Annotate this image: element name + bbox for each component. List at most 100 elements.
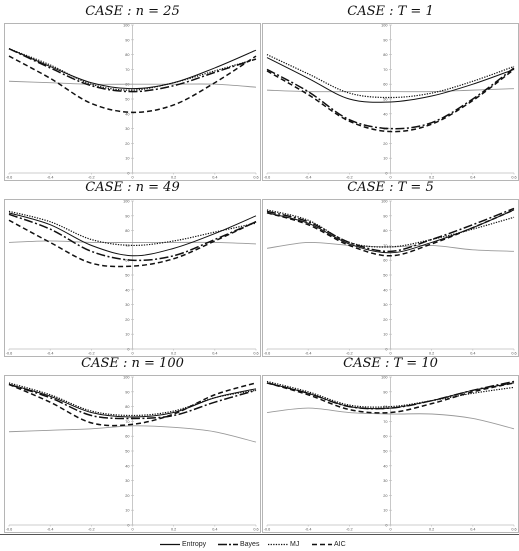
y-tick-label: 100 <box>381 376 387 380</box>
x-tick-label: -0.2 <box>346 176 353 180</box>
series-mj <box>8 210 257 247</box>
y-tick-label: 0 <box>127 348 129 352</box>
series-entropy <box>8 212 257 257</box>
legend-swatch-longdash <box>218 543 238 546</box>
y-tick-label: 50 <box>383 98 387 102</box>
x-tick-label: 0.6 <box>511 528 516 532</box>
x-tick-label: 0.4 <box>470 352 475 356</box>
y-tick-label: 70 <box>383 68 387 72</box>
series-mj <box>266 209 515 248</box>
legend-label: MJ <box>290 541 300 548</box>
x-tick-label: -0.6 <box>264 528 271 532</box>
x-tick-label: 0.2 <box>429 528 434 532</box>
y-tick-label: 20 <box>125 318 129 322</box>
x-tick-label: 0 <box>131 528 133 532</box>
y-tick-label: 70 <box>125 68 129 72</box>
y-tick-label: 70 <box>383 244 387 248</box>
y-tick-label: 40 <box>383 464 387 468</box>
series-bayes <box>8 383 257 420</box>
x-tick-label: -0.2 <box>88 528 95 532</box>
line-chart: 0 10 20 30 40 50 60 70 80 90 100 -0.6 -0.4 -0.2 0 0.2 0.… <box>262 199 519 357</box>
y-tick-label: 50 <box>383 450 387 454</box>
x-tick-label: -0.4 <box>305 352 312 356</box>
legend-swatch-dotted <box>268 543 288 546</box>
y-tick-label: 0 <box>127 172 129 176</box>
y-tick-label: 60 <box>125 83 129 87</box>
y-tick-label: 0 <box>127 524 129 528</box>
y-tick-label: 60 <box>383 259 387 263</box>
y-tick-label: 90 <box>383 390 387 394</box>
chart-title: CASE : n = 25 <box>85 4 180 19</box>
series-bayes <box>266 67 515 130</box>
y-tick-label: 20 <box>383 494 387 498</box>
x-tick-label: -0.2 <box>88 176 95 180</box>
x-tick-label: -0.6 <box>6 176 13 180</box>
x-tick-label: 0.2 <box>429 176 434 180</box>
y-tick-label: 50 <box>125 274 129 278</box>
y-tick-label: 50 <box>125 450 129 454</box>
y-tick-label: 100 <box>123 200 129 204</box>
y-tick-label: 70 <box>125 244 129 248</box>
plot-frame <box>4 199 261 357</box>
y-tick-label: 50 <box>125 98 129 102</box>
legend-label: Entropy <box>182 541 207 548</box>
y-tick-label: 10 <box>383 509 387 513</box>
x-tick-label: 0.4 <box>212 528 217 532</box>
series-reference <box>266 407 515 430</box>
x-tick-label: -0.4 <box>47 352 54 356</box>
y-tick-label: 10 <box>383 157 387 161</box>
chart-title: CASE : T = 10 <box>343 356 438 371</box>
series-aic <box>8 55 257 114</box>
y-tick-label: 20 <box>383 318 387 322</box>
series-entropy <box>266 57 515 103</box>
y-tick-label: 80 <box>125 405 129 409</box>
series-aic <box>266 382 515 414</box>
y-tick-label: 90 <box>125 38 129 42</box>
series-reference <box>266 88 515 93</box>
x-tick-label: -0.4 <box>47 176 54 180</box>
y-tick-label: 70 <box>125 420 129 424</box>
x-tick-label: 0.6 <box>253 176 258 180</box>
series-bayes <box>266 207 515 253</box>
y-tick-label: 30 <box>125 303 129 307</box>
y-tick-label: 40 <box>383 288 387 292</box>
chart-panel-5: CASE : n = 100 0 10 20 30 40 50 60 70 80 90 100 -0.… <box>4 354 261 535</box>
line-chart: 0 10 20 30 40 50 60 70 80 90 100 -0.6 -0.4 -0.2 0 0.2 0.… <box>262 23 519 181</box>
x-tick-label: 0.4 <box>470 528 475 532</box>
y-tick-label: 60 <box>383 435 387 439</box>
y-tick-label: 10 <box>383 333 387 337</box>
y-tick-label: 20 <box>383 142 387 146</box>
plot-frame <box>4 23 261 181</box>
x-tick-label: 0 <box>389 176 391 180</box>
x-tick-label: 0.6 <box>253 352 258 356</box>
y-tick-label: 0 <box>385 348 387 352</box>
legend: Entropy Bayes MJ AIC <box>0 534 519 551</box>
chart-title: CASE : n = 100 <box>81 356 184 371</box>
series-mj <box>266 54 515 99</box>
series-bayes <box>266 380 515 410</box>
series-bayes <box>8 213 257 262</box>
legend-label: AIC <box>334 541 346 548</box>
y-tick-label: 80 <box>383 229 387 233</box>
chart-title: CASE : T = 1 <box>347 4 434 19</box>
x-tick-label: 0 <box>131 352 133 356</box>
y-tick-label: 20 <box>125 142 129 146</box>
chart-panel-1: CASE : n = 25 0 10 20 30 40 50 60 70 80 90 100 -0.6… <box>4 2 261 183</box>
series-entropy <box>8 48 257 90</box>
chart-panel-2: CASE : T = 1 0 10 20 30 40 50 60 70 80 90 100 -0.6 -… <box>262 2 519 183</box>
y-tick-label: 90 <box>383 214 387 218</box>
y-tick-label: 30 <box>383 303 387 307</box>
line-chart: 0 10 20 30 40 50 60 70 80 90 100 -0.6 -0.4 -0.2 0 0.2 0.… <box>4 199 261 357</box>
y-tick-label: 90 <box>383 38 387 42</box>
x-tick-label: -0.4 <box>305 528 312 532</box>
x-tick-label: -0.4 <box>47 528 54 532</box>
series-reference <box>8 80 257 88</box>
series-mj <box>8 382 257 417</box>
x-tick-label: 0.4 <box>212 176 217 180</box>
x-tick-label: 0.4 <box>212 352 217 356</box>
x-tick-label: 0.6 <box>253 528 258 532</box>
y-tick-label: 30 <box>383 127 387 131</box>
y-tick-label: 80 <box>383 405 387 409</box>
y-tick-label: 100 <box>381 24 387 28</box>
